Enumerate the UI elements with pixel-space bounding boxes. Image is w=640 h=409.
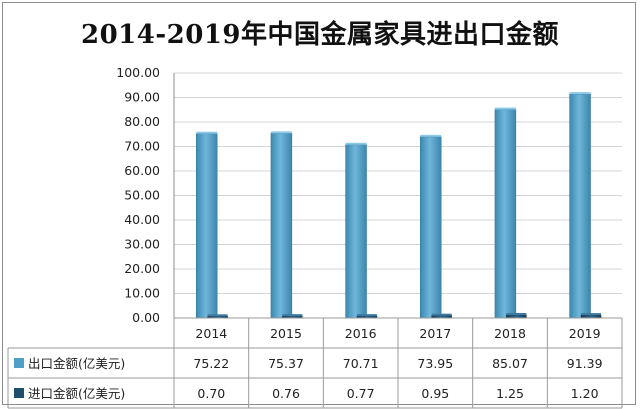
y-tick-label: 80.00 — [124, 114, 160, 129]
data-label: 75.37 — [268, 356, 304, 371]
data-label: 70.71 — [343, 356, 379, 371]
y-tick-label: 20.00 — [124, 261, 160, 276]
y-tick-label: 40.00 — [124, 212, 160, 227]
data-table: 2014 2015 2016 2017 2018 2019 出口金额(亿美元) 75.22 75… — [7, 317, 623, 409]
bar-cap — [494, 107, 516, 110]
legend-label: 出口金额(亿美元) — [28, 356, 125, 371]
bar-export — [569, 93, 591, 319]
bar-export — [270, 133, 293, 319]
bar-cap — [581, 313, 601, 316]
legend-label: 进口金额(亿美元) — [28, 386, 125, 401]
bar-cap — [357, 314, 377, 317]
y-axis-ticks: 0.00 10.00 20.00 30.00 40.00 50.00 60.00 70.00 8… — [116, 65, 160, 325]
data-label: 1.25 — [496, 386, 524, 401]
legend-swatch — [14, 388, 24, 398]
bar-export — [419, 136, 442, 319]
data-label: 75.22 — [193, 356, 229, 371]
x-category-label: 2015 — [270, 326, 302, 341]
bar-export — [195, 133, 218, 319]
bar-export — [345, 144, 367, 319]
bar-cap — [207, 314, 228, 317]
data-label: 0.95 — [421, 386, 449, 401]
bar-export — [494, 109, 517, 319]
chart-title: 2014-2019年中国金属家具进出口金额 — [80, 20, 560, 50]
x-category-label: 2018 — [494, 326, 526, 341]
y-tick-label: 30.00 — [124, 237, 160, 252]
y-tick-label: 0.00 — [132, 310, 160, 325]
x-category-label: 2016 — [345, 326, 377, 341]
gridlines — [173, 72, 622, 319]
bar-cap — [431, 313, 452, 316]
bar-cap — [506, 312, 527, 315]
legend-swatch — [14, 358, 24, 368]
data-label: 0.76 — [272, 386, 300, 401]
y-tick-label: 70.00 — [124, 139, 160, 154]
x-category-label: 2017 — [419, 326, 451, 341]
y-tick-label: 50.00 — [124, 188, 160, 203]
x-category-label: 2019 — [569, 326, 601, 341]
bar-cap — [196, 131, 218, 134]
data-label: 0.77 — [347, 386, 375, 401]
x-category-label: 2014 — [195, 326, 227, 341]
data-label: 1.20 — [571, 386, 599, 401]
data-label: 73.95 — [417, 356, 453, 371]
bar-cap — [282, 314, 303, 317]
bar-cap — [569, 92, 591, 95]
bar-cap — [420, 134, 442, 137]
chart-frame — [2, 2, 636, 405]
bar-cap — [270, 131, 292, 134]
data-label: 0.70 — [197, 386, 225, 401]
bars — [195, 92, 602, 319]
y-tick-label: 10.00 — [124, 286, 160, 301]
y-tick-label: 60.00 — [124, 163, 160, 178]
bar-cap — [345, 142, 367, 145]
data-label: 85.07 — [492, 356, 528, 371]
y-tick-label: 100.00 — [116, 65, 160, 80]
y-tick-label: 90.00 — [124, 90, 160, 105]
data-label: 91.39 — [567, 356, 603, 371]
